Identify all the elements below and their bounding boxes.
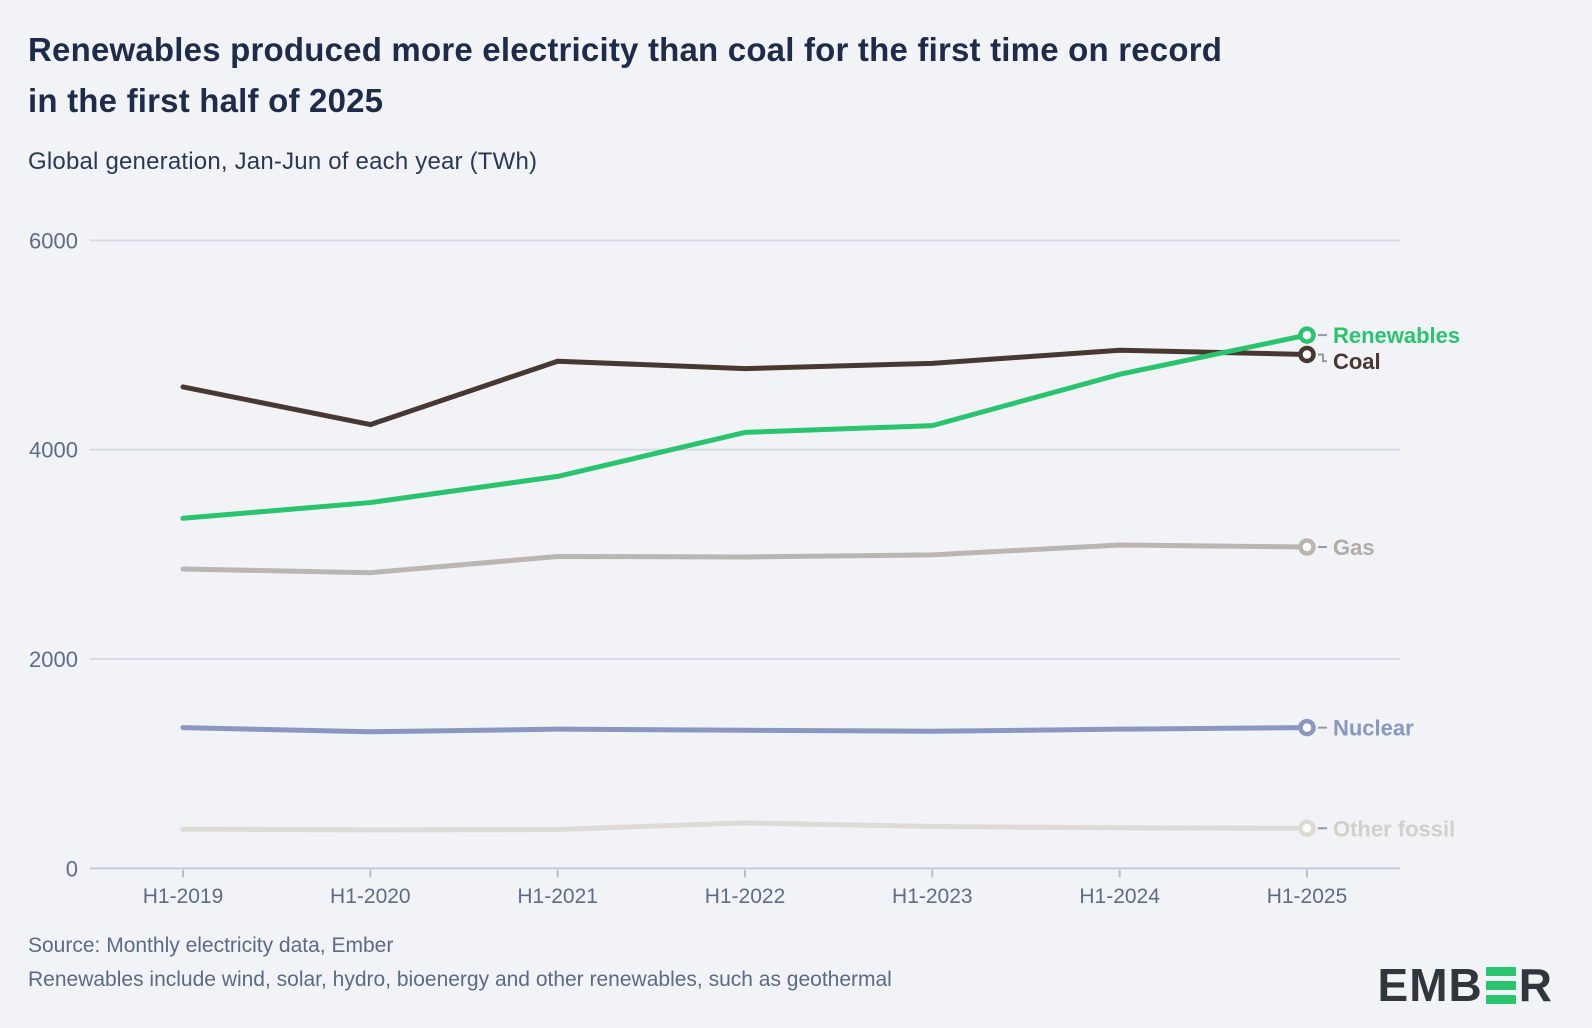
series-line-coal [180,347,1310,428]
series-label-coal: Coal [1333,349,1381,374]
logo-text-r: R [1518,959,1553,1011]
page-title: Renewables produced more electricity tha… [28,24,1548,126]
y-axis-label: 6000 [29,228,78,253]
x-axis-label: H1-2024 [1079,885,1160,908]
series-end-marker-coal [1298,345,1316,364]
x-axis-label: H1-2023 [892,885,973,908]
series-line-other-fossil [180,820,1310,833]
label-connector [1317,353,1327,363]
series-label-renewables: Renewables [1333,323,1460,348]
x-axis-label: H1-2022 [705,885,786,908]
logo-text-emb: EMB [1377,959,1483,1011]
series-line-renewables [180,332,1310,521]
chart-header: Renewables produced more electricity tha… [28,24,1548,176]
renewables-note: Renewables include wind, solar, hydro, b… [28,968,892,991]
y-axis-label: 2000 [29,647,78,672]
x-axis-label: H1-2019 [143,885,224,908]
ember-logo-bars-icon [1485,966,1516,1004]
title-line-1: Renewables produced more electricity tha… [28,31,1223,68]
series-end-marker-renewables [1298,326,1316,344]
series-label-nuclear: Nuclear [1333,716,1414,741]
source-note: Source: Monthly electricity data, Ember [28,934,394,957]
x-axis-label: H1-2020 [330,885,411,908]
chart-footer: Source: Monthly electricity data, Ember … [28,929,892,997]
y-axis-label: 0 [66,856,78,881]
series-line-gas [180,542,1310,576]
series-end-marker-gas [1298,538,1316,556]
series-label-other-fossil: Other fossil [1333,816,1455,841]
ember-logo: EMB R [1378,958,1553,1012]
series-end-marker-other-fossil [1298,819,1316,838]
y-axis-label: 4000 [29,438,78,463]
series-line-nuclear [180,725,1310,735]
chart-subtitle: Global generation, Jan-Jun of each year … [28,148,538,175]
series-label-gas: Gas [1333,535,1375,560]
series-end-marker-nuclear [1298,718,1316,737]
title-line-2: in the first half of 2025 [28,82,384,119]
x-axis-label: H1-2021 [517,885,598,908]
x-axis-label: H1-2025 [1267,885,1348,908]
